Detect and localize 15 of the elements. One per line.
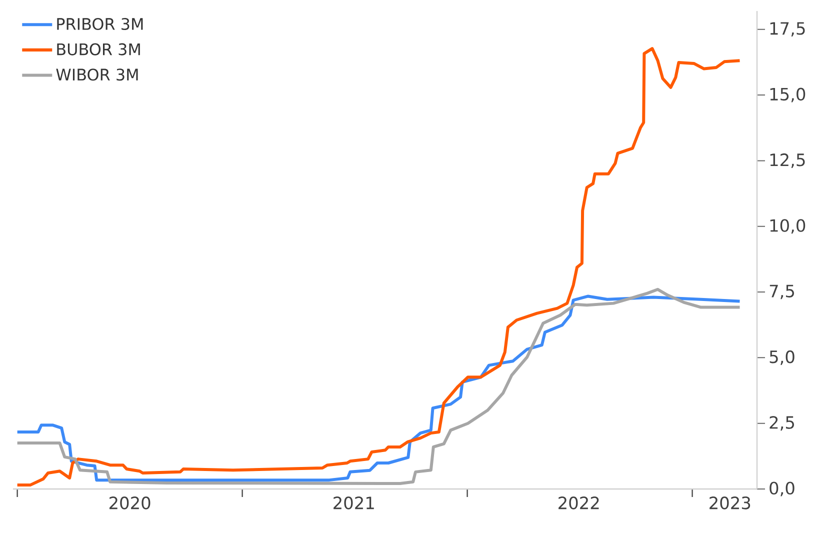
legend-label: PRIBOR 3M xyxy=(57,18,143,30)
y-tick-label: 10,0 xyxy=(770,219,806,234)
legend-label: WIBOR 3M xyxy=(56,68,138,81)
x-tick-label: 2020 xyxy=(109,496,150,510)
y-tick-label: 15,0 xyxy=(770,88,806,102)
x-tick-label: 2023 xyxy=(710,496,750,510)
y-tick-label: 17,5 xyxy=(770,22,805,37)
y-tick-label: 12,5 xyxy=(770,153,805,168)
y-tick-label: 0,0 xyxy=(770,482,794,496)
x-tick-label: 2022 xyxy=(558,496,599,510)
y-tick-label: 2,5 xyxy=(770,416,794,431)
legend-label: BUBOR 3M xyxy=(57,43,140,56)
x-tick-label: 2021 xyxy=(334,496,374,510)
y-tick-label: 5,0 xyxy=(770,350,794,365)
y-tick-label: 7,5 xyxy=(770,284,794,300)
